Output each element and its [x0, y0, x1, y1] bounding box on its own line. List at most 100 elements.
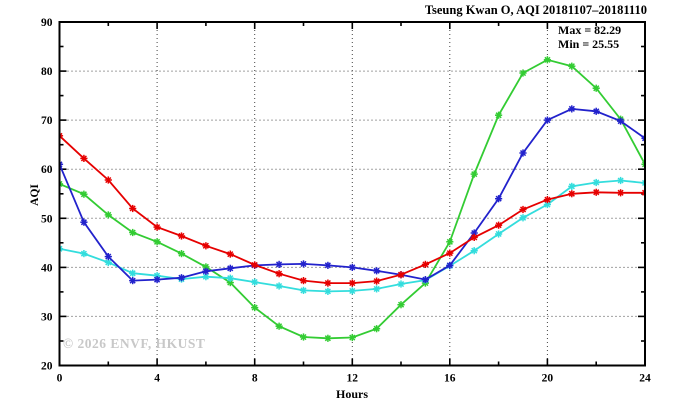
- data-point-marker: [373, 277, 381, 285]
- x-tick-label: 4: [154, 373, 160, 385]
- data-point-marker: [324, 261, 332, 269]
- data-point-marker: [324, 334, 332, 342]
- data-point-marker: [177, 274, 186, 282]
- data-point-marker: [275, 282, 283, 290]
- series-green: [58, 56, 646, 342]
- y-tick-label: 50: [41, 213, 53, 225]
- data-point-marker: [202, 242, 210, 250]
- data-point-marker: [80, 190, 88, 198]
- data-point-marker: [129, 269, 137, 277]
- data-point-marker: [446, 238, 454, 246]
- data-point-marker: [568, 190, 576, 198]
- x-tick-label: 16: [444, 373, 456, 385]
- watermark: © 2026 ENVF, HKUST: [63, 336, 206, 351]
- y-tick-label: 90: [41, 17, 53, 29]
- data-point-marker: [348, 333, 356, 342]
- min-annotation: Min = 25.55: [558, 36, 620, 51]
- data-point-marker: [202, 273, 210, 281]
- y-tick-label: 70: [41, 115, 53, 127]
- plot-border: [58, 21, 646, 367]
- data-point-marker: [104, 176, 112, 184]
- y-tick-label: 20: [41, 361, 53, 373]
- data-point-marker: [80, 154, 88, 162]
- data-point-marker: [592, 178, 600, 187]
- data-point-marker: [153, 276, 161, 284]
- data-point-marker: [129, 204, 137, 213]
- data-point-marker: [275, 260, 283, 268]
- data-point-marker: [446, 261, 454, 269]
- data-point-marker: [592, 107, 600, 115]
- data-point-marker: [519, 214, 527, 222]
- data-point-marker: [519, 69, 527, 77]
- data-point-marker: [129, 277, 137, 285]
- data-point-marker: [446, 249, 454, 257]
- y-tick-label: 60: [41, 164, 53, 176]
- data-point-marker: [470, 233, 478, 241]
- data-point-marker: [251, 278, 259, 286]
- y-tick-label: 40: [41, 262, 53, 274]
- data-point-marker: [617, 176, 625, 185]
- y-tick-label: 80: [41, 66, 53, 78]
- data-point-marker: [299, 286, 308, 294]
- data-point-marker: [543, 196, 551, 204]
- data-point-marker: [568, 182, 576, 190]
- data-point-marker: [568, 105, 576, 113]
- x-axis-title: Hours: [335, 387, 369, 401]
- data-point-marker: [373, 285, 381, 293]
- data-point-marker: [202, 267, 210, 275]
- data-point-marker: [348, 263, 356, 271]
- data-point-marker: [324, 287, 332, 295]
- data-point-marker: [104, 211, 112, 219]
- data-point-marker: [177, 250, 186, 258]
- data-point-marker: [397, 280, 405, 288]
- data-point-marker: [519, 205, 527, 214]
- data-point-marker: [421, 276, 429, 284]
- data-point-marker: [373, 325, 381, 333]
- data-point-marker: [470, 247, 478, 255]
- x-tick-label: 0: [57, 373, 63, 385]
- data-point-marker: [617, 189, 625, 197]
- data-point-marker: [153, 223, 161, 231]
- series-red: [58, 132, 646, 287]
- data-point-marker: [568, 62, 576, 70]
- data-point-marker: [495, 111, 503, 119]
- data-point-marker: [251, 261, 259, 269]
- data-point-marker: [519, 149, 527, 157]
- data-point-marker: [153, 238, 161, 246]
- max-annotation: Max = 82.29: [558, 23, 622, 37]
- data-point-marker: [251, 304, 259, 312]
- data-point-marker: [348, 287, 356, 295]
- data-point-marker: [421, 260, 429, 268]
- data-point-marker: [543, 116, 551, 124]
- data-point-marker: [104, 253, 112, 261]
- series-blue: [58, 105, 646, 285]
- data-point-marker: [299, 333, 308, 341]
- data-point-marker: [397, 301, 405, 309]
- data-point-marker: [495, 221, 503, 229]
- x-tick-label: 8: [252, 373, 258, 385]
- data-point-marker: [495, 230, 503, 238]
- data-point-marker: [324, 279, 332, 287]
- data-point-marker: [177, 232, 186, 240]
- data-point-marker: [397, 271, 405, 279]
- data-point-marker: [543, 56, 551, 64]
- data-point-marker: [592, 188, 600, 196]
- x-tick-label: 20: [542, 373, 554, 385]
- data-point-marker: [80, 218, 88, 226]
- data-point-marker: [617, 117, 625, 125]
- data-point-marker: [275, 322, 283, 330]
- chart-title: Tseung Kwan O, AQI 20181107–20181110: [424, 3, 647, 17]
- data-point-marker: [129, 228, 137, 237]
- data-point-marker: [348, 279, 356, 287]
- data-point-marker: [495, 195, 503, 203]
- data-point-marker: [226, 264, 234, 272]
- data-point-marker: [299, 277, 308, 285]
- y-axis-title: AQI: [29, 184, 41, 206]
- data-point-marker: [470, 170, 478, 178]
- series-red-line: [58, 135, 645, 285]
- data-point-marker: [299, 260, 308, 268]
- data-point-marker: [275, 270, 283, 278]
- data-point-marker: [80, 250, 88, 258]
